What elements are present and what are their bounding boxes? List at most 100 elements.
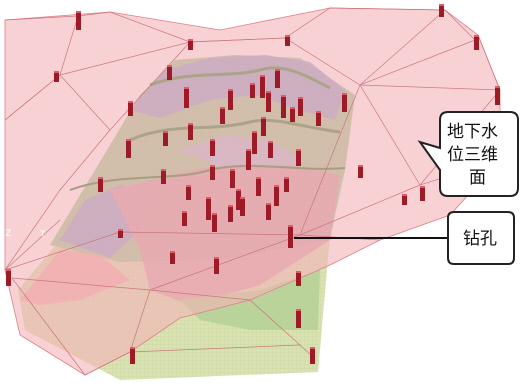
borehole-marker — [275, 70, 280, 88]
borehole-marker-cap — [130, 347, 135, 349]
borehole-marker — [274, 186, 279, 206]
borehole-marker — [6, 270, 11, 286]
water-table-callout-line-3: 面 — [469, 168, 486, 188]
borehole-marker — [130, 348, 135, 364]
borehole-marker — [210, 166, 215, 180]
borehole-marker — [281, 96, 286, 118]
axis-z-label: Z — [5, 229, 11, 239]
borehole-marker-cap — [495, 86, 500, 88]
borehole-marker — [290, 108, 295, 122]
borehole-marker — [170, 252, 175, 264]
borehole-marker — [316, 112, 321, 126]
borehole-marker-cap — [228, 205, 233, 207]
borehole-marker-cap — [285, 35, 290, 37]
axis-y-label: Y — [39, 229, 46, 239]
borehole-marker-cap — [284, 177, 289, 179]
borehole-marker — [98, 178, 103, 192]
borehole-marker — [126, 140, 131, 158]
borehole-marker-cap — [161, 169, 166, 171]
borehole-marker — [474, 36, 479, 50]
borehole-marker — [228, 206, 233, 222]
borehole-marker-cap — [274, 185, 279, 187]
water-table-surface — [4, 7, 501, 376]
borehole-marker-cap — [252, 131, 257, 133]
borehole-marker — [246, 150, 251, 170]
borehole-marker — [220, 108, 225, 124]
borehole-marker — [188, 124, 193, 140]
borehole-marker — [256, 178, 261, 196]
borehole-marker-cap — [170, 251, 175, 253]
borehole-marker-cap — [358, 165, 363, 167]
borehole-marker-cap — [128, 101, 133, 103]
borehole-marker — [342, 94, 347, 112]
borehole-marker-cap — [214, 257, 219, 259]
borehole-marker — [296, 272, 301, 286]
borehole-marker-cap — [188, 123, 193, 125]
borehole-marker-cap — [206, 197, 211, 199]
borehole-marker-cap — [167, 65, 172, 67]
borehole-marker — [285, 36, 290, 46]
borehole-marker-cap — [288, 225, 293, 227]
borehole-marker-cap — [210, 165, 215, 167]
borehole-marker-cap — [126, 139, 131, 141]
borehole-marker — [261, 118, 266, 136]
borehole-marker-cap — [275, 69, 280, 71]
borehole-marker — [298, 98, 303, 116]
borehole-marker — [268, 142, 273, 158]
water-table-callout-line-2: 位三维 — [447, 145, 498, 165]
borehole-callout-box — [447, 211, 515, 265]
borehole-marker — [163, 132, 168, 146]
borehole-marker — [260, 76, 265, 98]
borehole-marker-cap — [296, 309, 301, 311]
borehole-group — [6, 4, 500, 364]
borehole-marker-cap — [118, 229, 123, 231]
borehole-marker-cap — [220, 107, 225, 109]
water-table-callout-line-1: 地下水 — [447, 122, 498, 142]
borehole-marker — [184, 88, 189, 108]
borehole-marker — [161, 170, 166, 184]
borehole-marker — [296, 150, 301, 166]
borehole-marker-cap — [240, 197, 245, 199]
borehole-marker — [188, 40, 193, 50]
borehole-marker-cap — [296, 149, 301, 151]
borehole-marker-cap — [296, 271, 301, 273]
axis-indicator: Z Y — [5, 229, 46, 239]
borehole-marker — [118, 230, 123, 238]
borehole-marker-cap — [420, 186, 425, 188]
borehole-marker-cap — [261, 117, 266, 119]
borehole-marker — [240, 198, 245, 216]
borehole-marker — [212, 214, 217, 232]
borehole-marker — [420, 187, 425, 201]
borehole-marker-cap — [266, 91, 271, 93]
borehole-marker — [296, 310, 301, 328]
borehole-marker-cap — [6, 269, 11, 271]
borehole-marker-cap — [290, 107, 295, 109]
borehole-marker-cap — [266, 203, 271, 205]
borehole-marker-cap — [230, 169, 235, 171]
borehole-marker-cap — [256, 177, 261, 179]
borehole-marker-cap — [246, 149, 251, 151]
borehole-marker-cap — [439, 4, 444, 6]
borehole-marker — [266, 204, 271, 220]
borehole-marker — [439, 5, 444, 17]
borehole-marker — [210, 140, 215, 156]
borehole-marker — [250, 84, 255, 98]
borehole-marker-cap — [228, 89, 233, 91]
borehole-marker-cap — [250, 83, 255, 85]
borehole-marker-cap — [210, 139, 215, 141]
borehole-marker-cap — [268, 141, 273, 143]
borehole-marker — [128, 102, 133, 116]
borehole-marker — [167, 66, 172, 80]
borehole-marker-cap — [402, 194, 407, 196]
water-table-callout-box — [417, 111, 519, 197]
borehole-marker-cap — [298, 97, 303, 99]
borehole-marker-cap — [188, 39, 193, 41]
borehole-marker-cap — [236, 189, 241, 191]
borehole-marker — [288, 226, 293, 248]
borehole-marker-cap — [310, 347, 315, 349]
borehole-marker — [206, 198, 211, 220]
borehole-marker — [230, 170, 235, 188]
borehole-marker-cap — [163, 131, 168, 133]
borehole-marker-cap — [474, 35, 479, 37]
